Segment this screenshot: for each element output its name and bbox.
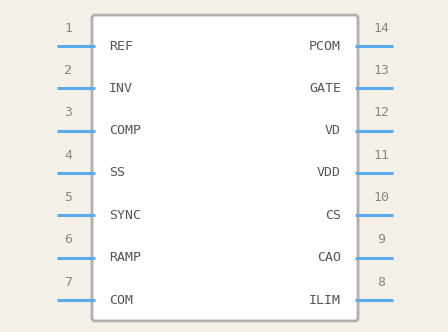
Text: CAO: CAO — [317, 251, 341, 264]
Text: VD: VD — [325, 124, 341, 137]
Text: 12: 12 — [374, 106, 390, 120]
Text: INV: INV — [109, 82, 133, 95]
Text: PCOM: PCOM — [309, 40, 341, 52]
Text: 13: 13 — [374, 64, 390, 77]
Text: 8: 8 — [378, 276, 386, 289]
Text: 1: 1 — [65, 22, 73, 35]
Text: 4: 4 — [65, 149, 73, 162]
Text: 9: 9 — [378, 233, 386, 246]
Text: 14: 14 — [374, 22, 390, 35]
FancyBboxPatch shape — [92, 15, 358, 321]
Text: 2: 2 — [65, 64, 73, 77]
Text: CS: CS — [325, 209, 341, 222]
Text: REF: REF — [109, 40, 133, 52]
Text: COMP: COMP — [109, 124, 141, 137]
Text: 3: 3 — [65, 106, 73, 120]
Text: SS: SS — [109, 167, 125, 180]
Text: 11: 11 — [374, 149, 390, 162]
Text: GATE: GATE — [309, 82, 341, 95]
Text: 10: 10 — [374, 191, 390, 204]
Text: VDD: VDD — [317, 167, 341, 180]
Text: 5: 5 — [65, 191, 73, 204]
Text: SYNC: SYNC — [109, 209, 141, 222]
Text: 6: 6 — [65, 233, 73, 246]
Text: COM: COM — [109, 293, 133, 306]
Text: ILIM: ILIM — [309, 293, 341, 306]
Text: RAMP: RAMP — [109, 251, 141, 264]
Text: 7: 7 — [65, 276, 73, 289]
